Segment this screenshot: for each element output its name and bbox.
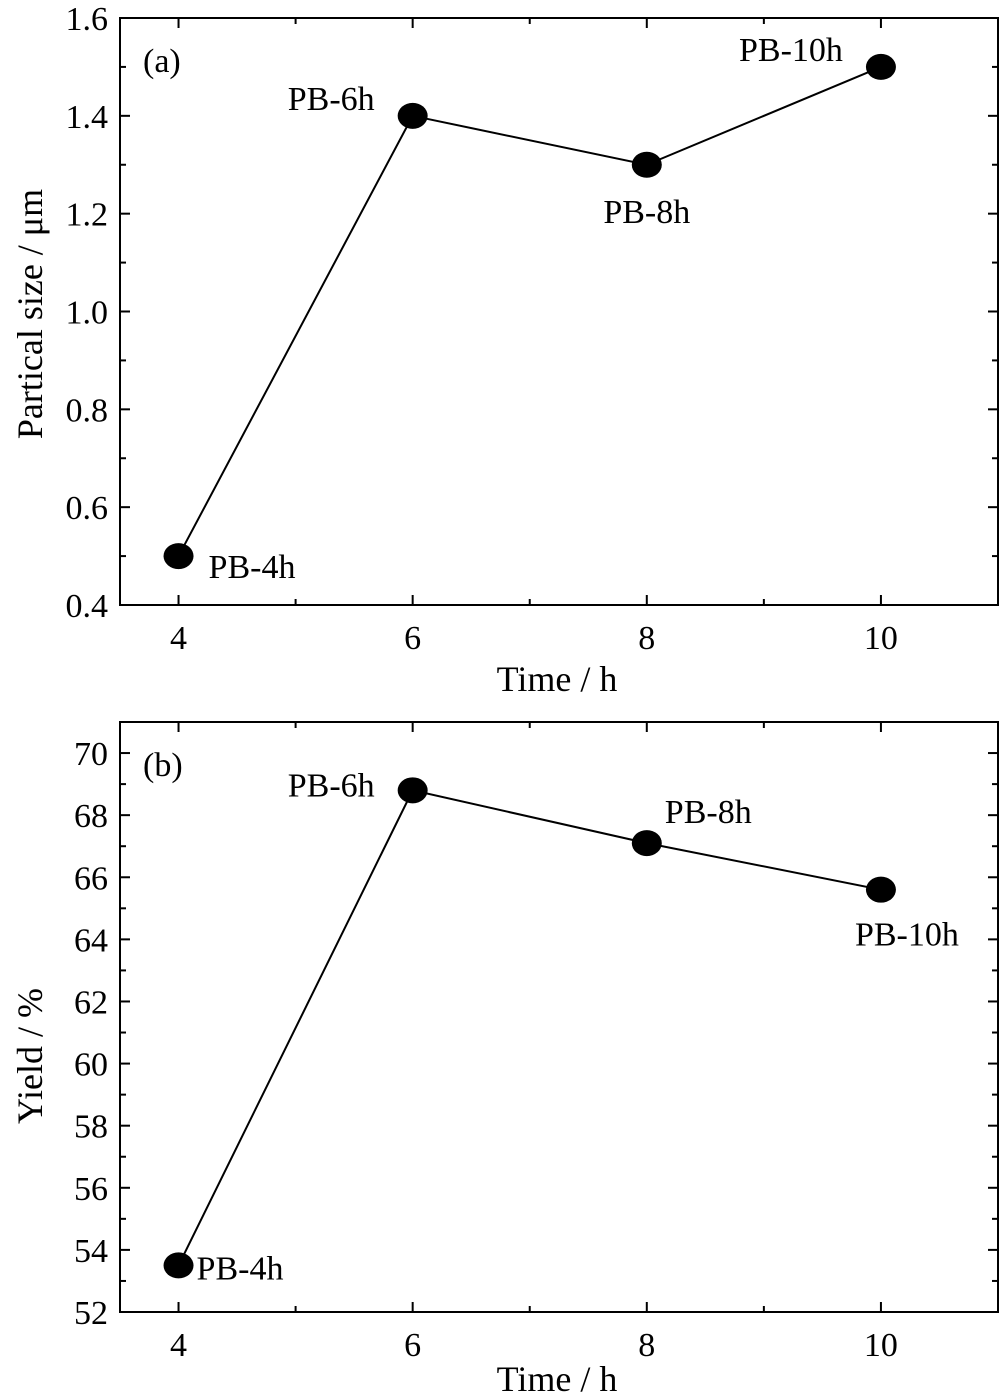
data-point-b [163,1252,194,1279]
tick-labels-a: 4 6 8 10 0.4 0.6 0.8 1.0 1.2 1.4 1.6 [66,1,898,657]
point-label-a: PB-6h [288,81,375,118]
series-b [163,777,896,1279]
data-point-a [631,151,662,178]
y-tick-label-b: 58 [74,1109,108,1146]
ticks-a [120,17,999,606]
x-axis-title-a: Time / h [497,659,618,699]
y-tick-label-a: 0.4 [66,588,109,625]
series-line-a [177,65,882,557]
data-point-b [631,830,662,857]
series-line-b [177,789,882,1266]
data-point-a [397,102,428,129]
panel-a-partical-size: 4 6 8 100.40.60.81.01.21.41.6 PB-4hPB-6hPB-… [10,1,999,699]
point-label-b: PB-6h [288,767,375,804]
y-tick-label-b: 60 [74,1047,108,1084]
plot-frame-b [119,721,999,1313]
y-tick-label-a: 0.6 [66,490,109,527]
y-axis-title-a: Partical size / μm [10,189,50,439]
point-label-a: PB-4h [209,549,296,586]
x-tick-label-b: 6 [404,1327,421,1364]
x-tick-label-a: 10 [864,620,898,657]
x-tick-label-a: 4 [170,620,187,657]
y-tick-label-b: 54 [74,1233,108,1270]
point-label-b: PB-8h [665,794,752,831]
plot-frame-a [119,17,999,606]
y-tick-label-a: 0.8 [66,392,109,429]
y-tick-label-a: 1.0 [66,295,109,332]
data-point-a [865,53,896,80]
y-tick-label-b: 70 [74,736,108,773]
x-axis-title-b: Time / h [497,1359,618,1396]
y-tick-label-a: 1.4 [66,99,109,136]
series-a [163,53,896,570]
x-tick-label-b: 4 [170,1327,187,1364]
panel-label-a: (a) [143,43,181,80]
y-tick-label-a: 1.2 [66,197,109,234]
y-tick-label-a: 1.6 [66,1,109,38]
y-axis-title-b: Yield / % [10,988,50,1124]
x-tick-label-b: 10 [864,1327,898,1364]
y-tick-label-b: 56 [74,1171,108,1208]
data-point-b [865,876,896,903]
point-labels-a: PB-4h PB-6h PB-8h PB-10h [209,32,843,586]
point-label-b: PB-4h [197,1250,284,1287]
data-point-b [397,777,428,804]
data-point-a [163,543,194,570]
x-tick-label-b: 8 [638,1327,655,1364]
ticks-b [120,721,999,1313]
y-tick-label-b: 62 [74,984,108,1021]
y-tick-label-b: 64 [74,922,108,959]
point-label-b: PB-10h [855,917,959,954]
y-tick-label-b: 66 [74,860,108,897]
point-labels-b: PB-4h PB-6h PB-8h PB-10h [197,767,959,1287]
point-label-a: PB-10h [739,32,843,69]
panel-label-b: (b) [143,747,183,784]
point-label-a: PB-8h [603,194,690,231]
x-tick-label-a: 8 [638,620,655,657]
y-tick-label-b: 68 [74,798,108,835]
x-tick-label-a: 6 [404,620,421,657]
y-tick-label-b: 52 [74,1295,108,1332]
